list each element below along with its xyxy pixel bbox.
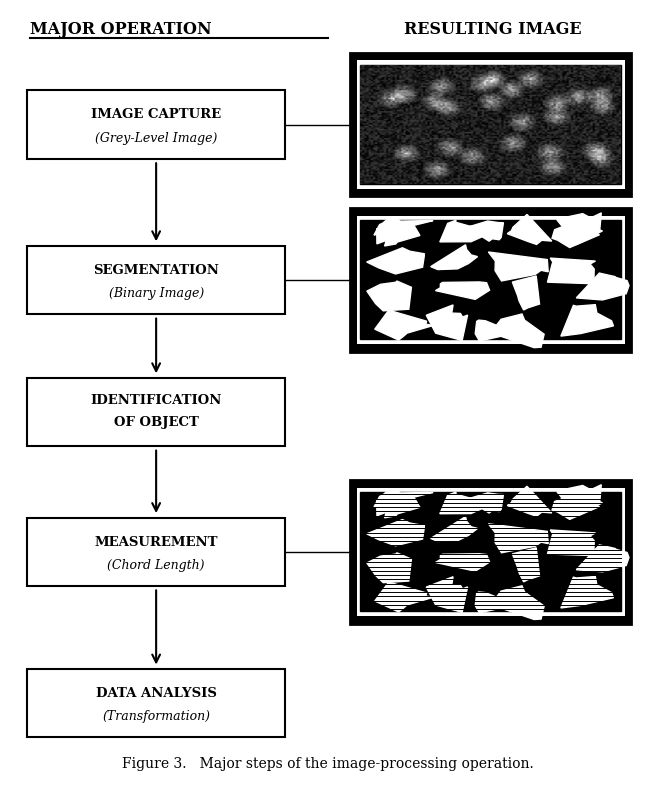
Polygon shape (489, 524, 548, 553)
Polygon shape (476, 320, 513, 341)
Polygon shape (476, 592, 513, 613)
Polygon shape (436, 553, 489, 571)
Polygon shape (561, 305, 614, 336)
Polygon shape (507, 486, 552, 517)
Text: (Chord Length): (Chord Length) (107, 559, 205, 572)
Polygon shape (512, 276, 540, 310)
Polygon shape (375, 582, 433, 612)
Text: MEASUREMENT: MEASUREMENT (94, 535, 218, 549)
Polygon shape (426, 305, 468, 341)
Bar (27, 90, 286, 159)
Polygon shape (494, 586, 544, 619)
Polygon shape (467, 221, 504, 241)
Polygon shape (561, 576, 614, 608)
Bar (350, 480, 631, 623)
Polygon shape (436, 282, 489, 299)
Polygon shape (377, 498, 420, 518)
Polygon shape (377, 225, 420, 246)
Bar (27, 517, 286, 586)
Polygon shape (367, 520, 424, 546)
Bar (27, 669, 286, 737)
Polygon shape (548, 530, 595, 556)
Polygon shape (430, 245, 477, 269)
Text: IMAGE CAPTURE: IMAGE CAPTURE (91, 108, 221, 122)
Polygon shape (557, 484, 603, 517)
Polygon shape (367, 248, 424, 274)
Polygon shape (440, 492, 486, 513)
Bar (350, 53, 631, 196)
Text: RESULTING IMAGE: RESULTING IMAGE (403, 21, 581, 38)
Bar (27, 378, 286, 446)
Text: (Binary Image): (Binary Image) (109, 287, 204, 300)
Bar (356, 487, 625, 615)
Text: OF OBJECT: OF OBJECT (114, 416, 198, 429)
Polygon shape (367, 553, 411, 582)
Text: IDENTIFICATION: IDENTIFICATION (90, 395, 222, 407)
Polygon shape (430, 517, 477, 542)
Polygon shape (440, 221, 486, 242)
Polygon shape (548, 258, 595, 283)
Polygon shape (557, 213, 603, 244)
Text: (Transformation): (Transformation) (102, 710, 210, 723)
Polygon shape (489, 252, 548, 281)
Text: (Grey-Level Image): (Grey-Level Image) (95, 132, 217, 144)
Polygon shape (494, 314, 544, 348)
Polygon shape (576, 545, 629, 571)
Polygon shape (507, 214, 552, 244)
Text: MAJOR OPERATION: MAJOR OPERATION (30, 21, 212, 38)
Bar (360, 492, 621, 612)
Text: SEGMENTATION: SEGMENTATION (93, 264, 219, 277)
Bar (350, 208, 631, 352)
Text: Figure 3.   Major steps of the image-processing operation.: Figure 3. Major steps of the image-proce… (122, 757, 533, 771)
Polygon shape (512, 548, 540, 582)
Polygon shape (552, 221, 599, 247)
Polygon shape (552, 492, 599, 520)
Bar (356, 216, 625, 344)
Bar (27, 246, 286, 314)
Polygon shape (467, 493, 504, 513)
Polygon shape (374, 489, 433, 507)
Polygon shape (375, 310, 433, 340)
Polygon shape (576, 273, 629, 300)
Bar (356, 60, 625, 188)
Bar (360, 221, 621, 339)
Polygon shape (426, 577, 468, 612)
Polygon shape (374, 217, 433, 236)
Text: DATA ANALYSIS: DATA ANALYSIS (96, 687, 217, 700)
Polygon shape (367, 281, 411, 311)
Bar (360, 65, 621, 184)
